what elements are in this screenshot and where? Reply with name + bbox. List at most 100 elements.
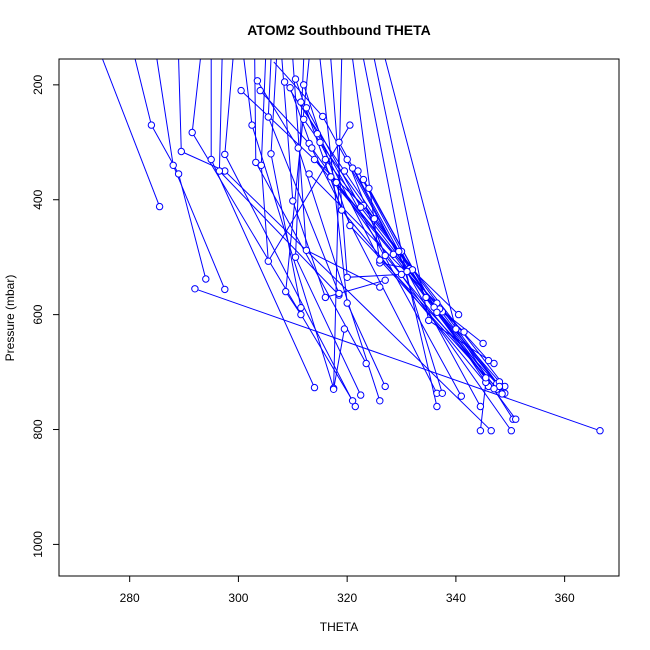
data-point (300, 115, 308, 124)
series-line (363, 59, 438, 407)
y-tick-label: 400 (31, 189, 45, 209)
data-point (381, 276, 389, 284)
data-point (340, 167, 349, 175)
data-point (155, 202, 164, 211)
data-point (221, 150, 229, 159)
data-point (381, 251, 389, 260)
data-point (291, 75, 300, 83)
data-point (280, 78, 289, 86)
data-point (264, 257, 272, 265)
series-line (330, 59, 402, 278)
data-point (433, 308, 441, 316)
data-point (376, 397, 384, 405)
data-point (321, 155, 330, 164)
data-point (177, 147, 186, 156)
data-point (376, 283, 384, 291)
data-point (359, 175, 368, 184)
data-point (422, 293, 430, 302)
data-point (215, 167, 224, 175)
data-point (395, 247, 403, 256)
x-tick-label: 340 (446, 591, 466, 605)
data-point (302, 104, 311, 112)
data-point (507, 427, 515, 435)
y-tick-label: 200 (31, 75, 45, 95)
data-point (438, 389, 446, 397)
plot-frame (58, 58, 620, 577)
data-point (484, 356, 493, 365)
data-point (457, 392, 465, 400)
data-point (297, 98, 305, 106)
x-tick-label: 360 (555, 591, 575, 605)
series-line (373, 59, 495, 364)
data-point (460, 328, 468, 336)
data-point (282, 287, 290, 296)
x-axis-label: THETA (320, 620, 358, 634)
data-point (357, 391, 365, 399)
data-point (316, 138, 324, 147)
data-point (381, 382, 389, 391)
data-point (191, 285, 199, 293)
data-point (403, 267, 411, 276)
y-tick-label: 800 (31, 419, 45, 439)
data-point (425, 316, 433, 325)
data-point (351, 402, 359, 411)
data-point (357, 203, 365, 211)
series-line (134, 59, 207, 280)
data-point (237, 86, 245, 95)
data-point (319, 112, 327, 121)
data-point (329, 385, 338, 393)
series-line (194, 288, 601, 432)
data-point (297, 310, 305, 319)
data-point (310, 383, 319, 392)
series-line (210, 59, 315, 388)
data-point (207, 155, 215, 164)
series-line (156, 59, 226, 290)
data-point (433, 402, 441, 411)
x-tick-label: 280 (120, 591, 140, 605)
data-point (294, 144, 302, 152)
data-point (335, 138, 343, 147)
data-point (221, 285, 229, 294)
data-point (354, 167, 362, 175)
data-point (188, 128, 196, 137)
series-line (178, 59, 492, 432)
data-point (476, 402, 485, 411)
series-line (259, 90, 438, 394)
y-tick-label: 1000 (31, 531, 45, 558)
data-point (397, 270, 406, 279)
data-point (286, 84, 294, 92)
data-point (343, 273, 351, 281)
data-point (327, 173, 335, 181)
data-point (305, 170, 313, 178)
data-point (370, 215, 378, 223)
chart-title: ATOM2 Southbound THETA (247, 22, 431, 38)
plot-points (147, 75, 604, 435)
data-point (267, 150, 275, 158)
data-point (264, 113, 272, 121)
data-point (202, 275, 210, 283)
x-tick-label: 300 (228, 591, 248, 605)
data-point (340, 325, 349, 333)
data-point (169, 161, 177, 170)
data-point (479, 339, 487, 348)
data-point (454, 310, 463, 319)
data-point (332, 178, 340, 187)
data-point (310, 155, 319, 164)
data-point (302, 246, 311, 255)
series-line (102, 59, 161, 207)
data-point (476, 427, 485, 435)
data-point (346, 121, 354, 129)
data-point (487, 427, 495, 435)
data-point (147, 121, 156, 129)
data-point (289, 197, 297, 205)
data-point (300, 81, 308, 89)
data-point (297, 304, 305, 312)
data-point (452, 325, 460, 333)
data-point (291, 253, 300, 261)
data-point (490, 359, 498, 368)
series-line (191, 59, 354, 402)
data-point (308, 144, 316, 152)
data-point (257, 161, 265, 170)
plot-lines (102, 59, 601, 432)
